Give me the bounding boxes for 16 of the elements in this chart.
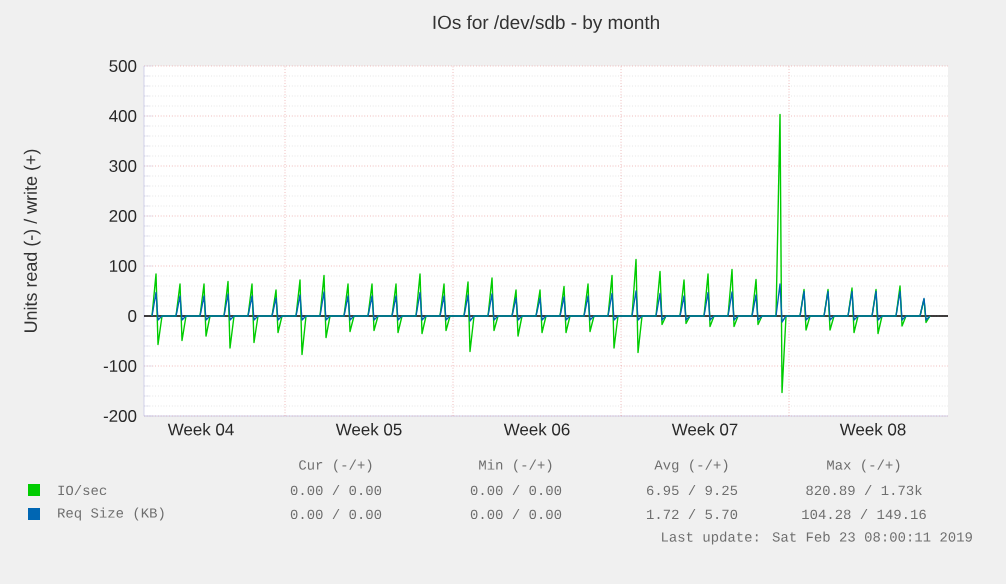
x-tick-label: Week 08 [839,423,906,436]
y-tick-label: 300 [109,160,137,172]
y-tick-label: 400 [109,110,137,122]
y-tick-label: 200 [109,210,137,222]
x-tick-label: Week 05 [335,423,402,436]
y-tick-label: 0 [128,310,137,322]
y-tick-label: 100 [109,260,137,272]
y-tick-label: -100 [103,360,137,372]
x-tick-label: Week 07 [671,423,738,436]
y-tick-label: 500 [109,60,137,72]
y-axis-title: Units read (-) / write (+) [23,149,41,333]
line-series [151,283,931,323]
x-tick-label: Week 04 [167,423,234,436]
x-tick-label: Week 06 [503,423,570,436]
y-tick-label: -200 [103,410,137,422]
chart-title: IOs for /dev/sdb - by month [433,15,659,33]
